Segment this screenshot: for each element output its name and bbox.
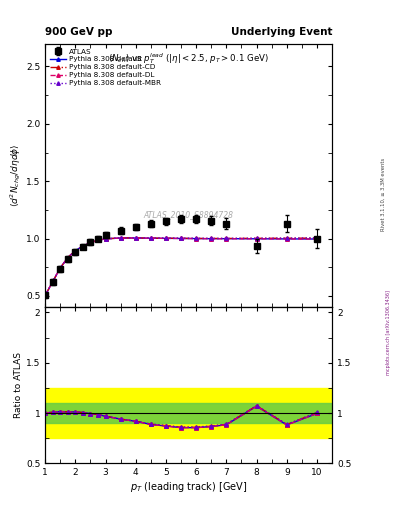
Pythia 8.308 default-MBR [81, 243, 85, 249]
Pythia 8.308 default-CD [149, 235, 153, 241]
Text: $\langle N_{ch}\rangle$ vs $p_T^{lead}$ ($|\eta| < 2.5$, $p_T > 0.1$ GeV): $\langle N_{ch}\rangle$ vs $p_T^{lead}$ … [108, 51, 269, 67]
Pythia 8.308 default [66, 254, 70, 261]
Pythia 8.308 default-CD [285, 235, 289, 241]
Pythia 8.308 default-CD [66, 254, 70, 261]
Pythia 8.308 default-DL [95, 237, 100, 243]
Pythia 8.308 default [43, 292, 48, 298]
Pythia 8.308 default [103, 236, 108, 242]
Pythia 8.308 default [209, 236, 214, 242]
Text: ATLAS_2010_S8894728: ATLAS_2010_S8894728 [143, 210, 234, 220]
Pythia 8.308 default-MBR [315, 235, 320, 241]
Pythia 8.308 default-DL [315, 236, 320, 242]
Pythia 8.308 default-DL [73, 247, 78, 253]
Pythia 8.308 default-CD [43, 292, 48, 298]
Pythia 8.308 default-CD [81, 243, 85, 249]
Pythia 8.308 default-MBR [43, 292, 48, 298]
Legend: ATLAS, Pythia 8.308 default, Pythia 8.308 default-CD, Pythia 8.308 default-DL, P: ATLAS, Pythia 8.308 default, Pythia 8.30… [49, 47, 162, 88]
Pythia 8.308 default-DL [254, 236, 259, 242]
Pythia 8.308 default-DL [66, 254, 70, 261]
Y-axis label: $\langle d^2 N_{chg}/d\eta d\phi \rangle$: $\langle d^2 N_{chg}/d\eta d\phi \rangle… [9, 144, 23, 207]
Pythia 8.308 default-MBR [194, 236, 198, 242]
Pythia 8.308 default-MBR [95, 237, 100, 243]
Pythia 8.308 default-CD [95, 237, 100, 243]
Pythia 8.308 default-CD [118, 235, 123, 241]
Pythia 8.308 default-MBR [118, 235, 123, 241]
Pythia 8.308 default [50, 279, 55, 285]
Pythia 8.308 default-CD [73, 247, 78, 253]
Bar [45, 388, 332, 438]
Pythia 8.308 default-CD [134, 235, 138, 241]
Pythia 8.308 default-DL [149, 235, 153, 241]
Pythia 8.308 default-CD [179, 236, 184, 242]
Text: Rivet 3.1.10, ≥ 3.3M events: Rivet 3.1.10, ≥ 3.3M events [381, 158, 386, 231]
Pythia 8.308 default-DL [118, 235, 123, 241]
Pythia 8.308 default-MBR [66, 254, 70, 261]
Pythia 8.308 default-MBR [163, 235, 168, 241]
Pythia 8.308 default-CD [209, 236, 214, 242]
Y-axis label: Ratio to ATLAS: Ratio to ATLAS [14, 352, 23, 418]
Pythia 8.308 default-DL [163, 236, 168, 242]
Pythia 8.308 default-MBR [209, 236, 214, 242]
Pythia 8.308 default-MBR [88, 240, 93, 246]
Pythia 8.308 default-CD [254, 236, 259, 242]
Pythia 8.308 default-DL [43, 292, 48, 298]
Pythia 8.308 default-DL [224, 236, 229, 242]
Pythia 8.308 default-DL [81, 243, 85, 249]
Pythia 8.308 default-MBR [179, 235, 184, 241]
Pythia 8.308 default-MBR [73, 247, 78, 253]
Pythia 8.308 default [134, 235, 138, 241]
Pythia 8.308 default-DL [103, 236, 108, 242]
Pythia 8.308 default-MBR [149, 235, 153, 241]
Pythia 8.308 default-DL [50, 279, 55, 285]
Text: mcplots.cern.ch [arXiv:1306.3436]: mcplots.cern.ch [arXiv:1306.3436] [386, 290, 391, 375]
Line: Pythia 8.308 default-CD: Pythia 8.308 default-CD [44, 236, 319, 297]
Pythia 8.308 default-CD [88, 240, 93, 246]
Pythia 8.308 default [88, 240, 93, 246]
Text: Underlying Event: Underlying Event [231, 27, 332, 37]
Pythia 8.308 default-DL [179, 236, 184, 242]
Pythia 8.308 default-DL [285, 236, 289, 242]
Pythia 8.308 default [118, 235, 123, 241]
Pythia 8.308 default-DL [134, 235, 138, 241]
Pythia 8.308 default-MBR [224, 236, 229, 242]
Pythia 8.308 default-CD [315, 235, 320, 241]
Pythia 8.308 default [58, 265, 62, 271]
Pythia 8.308 default-MBR [50, 279, 55, 285]
Pythia 8.308 default-DL [194, 236, 198, 242]
Pythia 8.308 default-CD [58, 265, 62, 271]
Pythia 8.308 default-MBR [134, 235, 138, 241]
Pythia 8.308 default [149, 235, 153, 241]
Pythia 8.308 default [315, 236, 320, 242]
Text: 900 GeV pp: 900 GeV pp [45, 27, 113, 37]
Line: Pythia 8.308 default-DL: Pythia 8.308 default-DL [44, 236, 319, 297]
X-axis label: $p_T$ (leading track) [GeV]: $p_T$ (leading track) [GeV] [130, 480, 247, 494]
Pythia 8.308 default [179, 236, 184, 242]
Pythia 8.308 default-DL [88, 240, 93, 246]
Pythia 8.308 default [254, 236, 259, 242]
Pythia 8.308 default-CD [163, 235, 168, 241]
Line: Pythia 8.308 default: Pythia 8.308 default [44, 236, 319, 297]
Pythia 8.308 default-CD [103, 236, 108, 242]
Pythia 8.308 default-MBR [58, 265, 62, 271]
Pythia 8.308 default-CD [194, 236, 198, 242]
Pythia 8.308 default [163, 236, 168, 242]
Pythia 8.308 default [194, 236, 198, 242]
Pythia 8.308 default [73, 247, 78, 253]
Pythia 8.308 default-DL [58, 265, 62, 271]
Pythia 8.308 default [81, 243, 85, 249]
Pythia 8.308 default-MBR [254, 235, 259, 241]
Pythia 8.308 default-CD [50, 279, 55, 285]
Pythia 8.308 default [95, 237, 100, 243]
Pythia 8.308 default [285, 236, 289, 242]
Pythia 8.308 default-MBR [103, 236, 108, 242]
Pythia 8.308 default-DL [209, 236, 214, 242]
Pythia 8.308 default [224, 236, 229, 242]
Pythia 8.308 default-CD [224, 236, 229, 242]
Pythia 8.308 default-MBR [285, 235, 289, 241]
Bar [45, 403, 332, 423]
Line: Pythia 8.308 default-MBR: Pythia 8.308 default-MBR [44, 236, 319, 297]
